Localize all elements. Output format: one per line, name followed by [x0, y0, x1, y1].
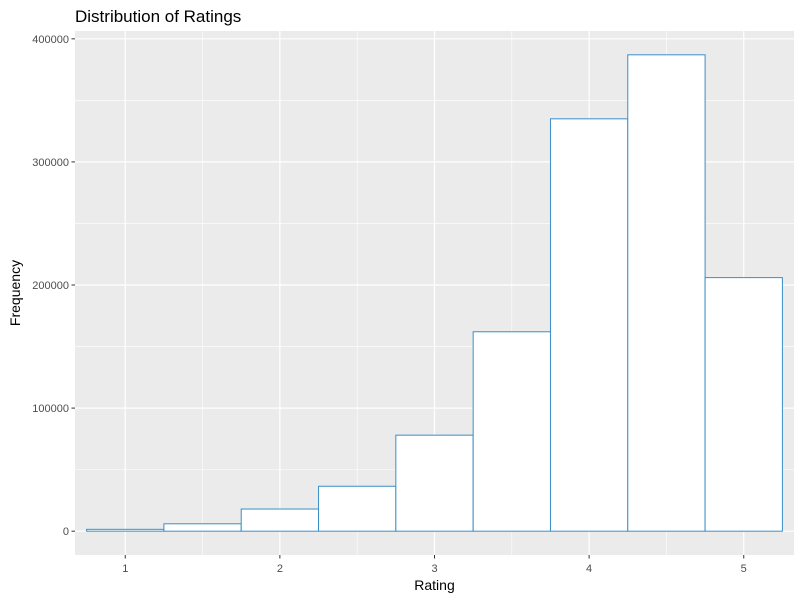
histogram-bar — [240, 508, 320, 532]
histogram-bar — [549, 118, 629, 532]
x-axis-title: Rating — [414, 577, 454, 593]
x-tick-label: 1 — [122, 563, 128, 575]
histogram-bar — [318, 485, 397, 532]
histogram-bars — [86, 54, 783, 532]
x-tick-label: 5 — [741, 563, 747, 575]
y-axis-title: Frequency — [7, 260, 23, 326]
histogram-bar — [704, 277, 783, 532]
histogram-bar — [86, 528, 165, 532]
histogram-bar — [163, 523, 242, 532]
y-tick-label: 300000 — [32, 157, 69, 169]
x-tick-label: 2 — [277, 563, 283, 575]
x-tick-label: 3 — [431, 563, 437, 575]
y-axis: 0 100000 200000 300000 400000 — [32, 34, 75, 538]
histogram-bar — [395, 434, 474, 532]
histogram-bar — [472, 331, 551, 532]
y-tick-label: 200000 — [32, 280, 69, 292]
y-tick-label: 400000 — [32, 34, 69, 46]
x-axis: 1 2 3 4 5 — [122, 555, 747, 575]
histogram-bar — [627, 54, 706, 532]
y-tick-label: 100000 — [32, 403, 69, 415]
y-tick-label: 0 — [63, 526, 69, 538]
x-tick-label: 4 — [586, 563, 592, 575]
chart-title: Distribution of Ratings — [75, 7, 241, 26]
